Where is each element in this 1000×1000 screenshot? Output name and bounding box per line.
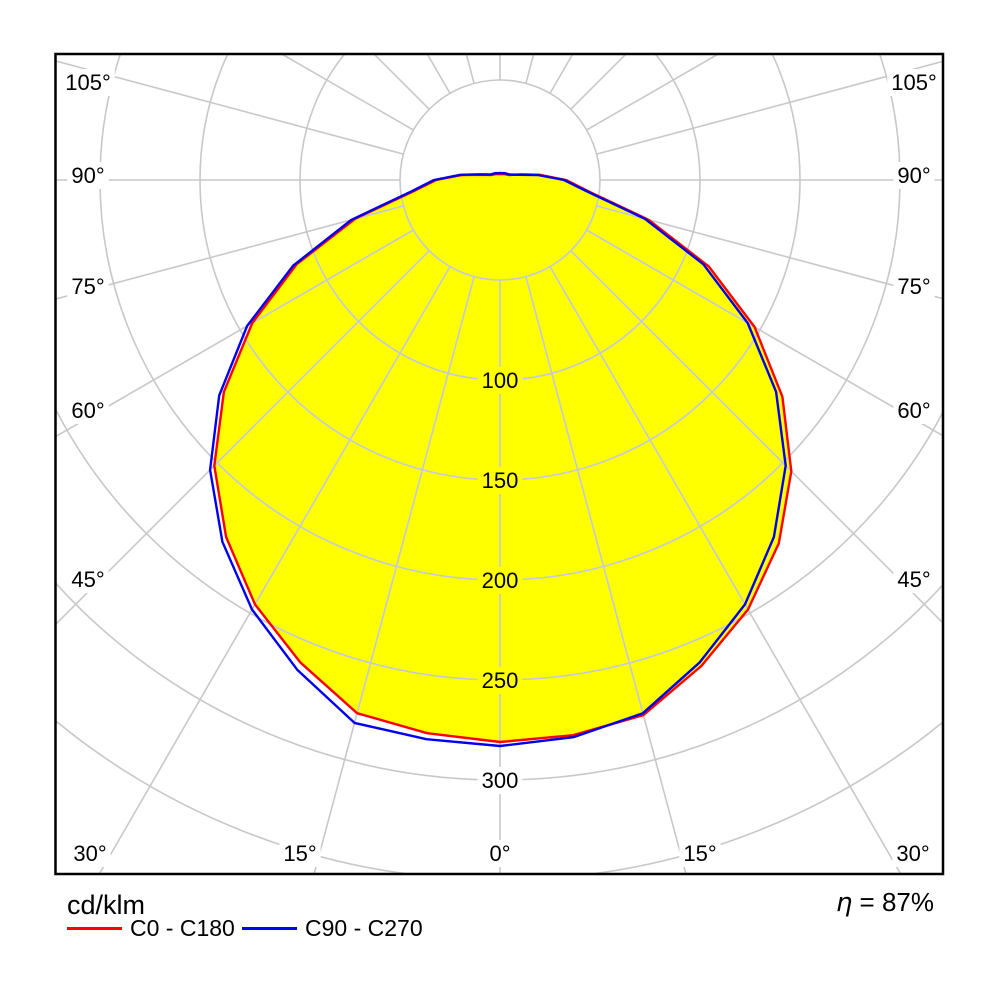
angle-label-right-text: 75° [897, 274, 930, 299]
angle-label-right-text: 45° [897, 567, 930, 592]
angle-label-bottom: 30° [69, 840, 111, 867]
plot-frame [54, 52, 945, 876]
grid-ray [526, 0, 728, 83]
angle-label-right: 105° [887, 69, 941, 96]
grid-ray [272, 0, 474, 83]
grid-ray [586, 229, 792, 621]
angle-label-left-backplate [67, 162, 109, 189]
angle-label-bottom-text: 30° [896, 841, 929, 866]
legend-item-c0-c180: C0 - C180 [67, 916, 235, 940]
angle-label-right-backplate [887, 69, 941, 96]
angle-label-bottom-backplate [279, 840, 321, 867]
c90-c270-curve [208, 171, 787, 748]
angle-label-left: 75° [67, 273, 109, 300]
radial-label: 100 [477, 367, 523, 394]
angle-label-left-text: 90° [71, 163, 104, 188]
legend-swatch-red [67, 926, 122, 930]
grid-ray [0, 0, 403, 154]
angle-label-left: 45° [67, 566, 109, 593]
legend-swatch-blue [242, 926, 297, 930]
angle-label-left-text: 60° [71, 398, 104, 423]
radial-label-backplate [477, 367, 523, 394]
angle-label-left: 105° [61, 69, 115, 96]
angle-label-bottom-text: 15° [283, 841, 316, 866]
grid-ray [550, 0, 940, 93]
grid-ray [465, 55, 475, 84]
legend-label-c0-c180: C0 - C180 [130, 915, 235, 941]
radial-label: 150 [477, 467, 523, 494]
grid-ray [549, 55, 574, 94]
angle-label-bottom: 15° [279, 840, 321, 867]
angle-label-bottom-text: 15° [683, 841, 716, 866]
angle-label-right: 60° [893, 397, 935, 424]
angle-label-left-backplate [67, 273, 109, 300]
angle-label-bottom-text: 30° [73, 841, 106, 866]
angle-label-right: 90° [893, 162, 935, 189]
angle-label-bottom: 15° [679, 840, 721, 867]
unit-label: cd/klm [67, 890, 146, 920]
angle-label-bottom-backplate [69, 840, 111, 867]
angle-label-right-text: 90° [897, 163, 930, 188]
radial-label: 300 [477, 767, 523, 794]
grid-ray [596, 205, 942, 300]
angle-label-bottom: 0° [485, 840, 515, 867]
radial-label: 200 [477, 567, 523, 594]
angle-label-left-text: 75° [71, 274, 104, 299]
angle-label-left-backplate [61, 69, 115, 96]
radial-label-text: 100 [482, 368, 519, 393]
radial-label-backplate [477, 467, 523, 494]
grid-ray [0, 0, 413, 130]
angle-label-left-backplate [67, 566, 109, 593]
angle-label-right: 75° [893, 273, 935, 300]
grid-ray [587, 0, 1000, 130]
angle-label-bottom-backplate [892, 840, 934, 867]
angle-label-left-backplate [67, 397, 109, 424]
angle-label-left-text: 45° [71, 567, 104, 592]
light-output-ratio: η = 87% [836, 887, 934, 918]
grid-ray [271, 276, 475, 742]
radial-label-backplate [477, 767, 523, 794]
grid-ray [426, 55, 451, 94]
grid-ray [525, 55, 535, 84]
grid-ray [56, 60, 404, 155]
grid-ray [586, 55, 719, 131]
angle-label-bottom-backplate [679, 840, 721, 867]
grid-ray [596, 60, 942, 155]
legend-label-c90-c270: C90 - C270 [305, 915, 423, 941]
grid-ray [60, 0, 450, 93]
angle-label-right-text: 60° [897, 398, 930, 423]
radial-label-text: 250 [482, 668, 519, 693]
grid-ray [570, 250, 792, 742]
angle-label-right-backplate [893, 162, 935, 189]
grid-ray [56, 205, 404, 300]
angle-label-left-text: 105° [65, 70, 111, 95]
angle-label-bottom-text: 0° [489, 841, 510, 866]
grid-ray [525, 276, 729, 742]
eta-value: = 87% [852, 887, 934, 917]
radial-label-backplate [477, 567, 523, 594]
radial-label-text: 150 [482, 468, 519, 493]
angle-label-bottom-backplate [485, 840, 515, 867]
angle-label-bottom: 30° [892, 840, 934, 867]
grid-ray [214, 229, 414, 621]
angle-label-right: 45° [893, 566, 935, 593]
angle-label-left: 60° [67, 397, 109, 424]
grid-ray [214, 250, 430, 742]
eta-symbol: η [835, 888, 853, 918]
grid-ray [281, 55, 414, 131]
angle-label-right-text: 105° [891, 70, 937, 95]
angle-label-left: 90° [67, 162, 109, 189]
radial-label-backplate [477, 667, 523, 694]
radial-label-text: 300 [482, 768, 519, 793]
angle-label-right-backplate [893, 566, 935, 593]
radial-label-text: 200 [482, 568, 519, 593]
radial-label: 250 [477, 667, 523, 694]
angle-label-right-backplate [893, 397, 935, 424]
angle-label-right-backplate [893, 273, 935, 300]
legend-item-c90-c270: C90 - C270 [242, 916, 423, 940]
